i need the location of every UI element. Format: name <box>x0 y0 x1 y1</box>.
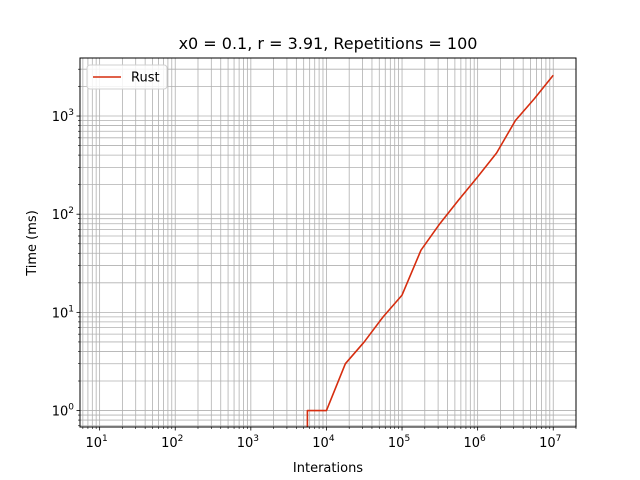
chart-title: x0 = 0.1, r = 3.91, Repetitions = 100 <box>179 34 478 53</box>
y-axis-label: Time (ms) <box>25 210 40 277</box>
y-tick-label-base: 10 <box>52 208 69 223</box>
x-tick-label: 107 <box>539 434 561 451</box>
y-tick-label: 100 <box>52 403 75 420</box>
x-tick-label-exponent: 7 <box>556 434 562 444</box>
x-tick-label-exponent: 4 <box>329 434 335 444</box>
y-tick-label: 102 <box>52 206 74 223</box>
y-tick-label: 101 <box>52 304 74 321</box>
legend-box <box>86 64 168 90</box>
plot-frame <box>79 57 577 428</box>
x-tick-label: 106 <box>463 434 486 451</box>
legend: Rust <box>86 64 168 90</box>
x-tick-label-base: 10 <box>161 436 178 451</box>
y-tick-label-base: 10 <box>52 110 69 125</box>
y-tick-label: 103 <box>52 108 74 125</box>
y-tick-label-exponent: 1 <box>68 304 74 314</box>
x-tick-label-exponent: 1 <box>102 434 108 444</box>
x-tick-label: 105 <box>388 434 410 451</box>
x-tick-label-exponent: 2 <box>178 434 184 444</box>
x-tick-label-exponent: 5 <box>404 434 410 444</box>
x-tick-label-base: 10 <box>539 436 556 451</box>
y-tick-label-base: 10 <box>52 405 69 420</box>
y-tick-label-exponent: 2 <box>68 206 74 216</box>
grid <box>80 58 577 427</box>
x-tick-label-exponent: 3 <box>253 434 259 444</box>
x-tick-label-base: 10 <box>463 436 480 451</box>
y-tick-label-base: 10 <box>52 306 69 321</box>
legend-label: Rust <box>131 71 160 86</box>
x-tick-label-base: 10 <box>312 436 329 451</box>
x-axis-label: Interations <box>293 461 363 476</box>
x-tick-label: 103 <box>237 434 259 451</box>
y-tick-label-exponent: 0 <box>68 403 74 413</box>
series-line-rust <box>306 74 554 427</box>
x-tick-label-exponent: 6 <box>480 434 486 444</box>
x-tick-label-base: 10 <box>237 436 254 451</box>
x-tick-label-base: 10 <box>388 436 405 451</box>
x-tick-label: 102 <box>161 434 183 451</box>
x-tick-label: 101 <box>85 434 107 451</box>
series-lines <box>306 74 554 427</box>
x-tick-label-base: 10 <box>85 436 102 451</box>
x-tick-label: 104 <box>312 434 335 451</box>
y-tick-label-exponent: 3 <box>68 108 74 118</box>
